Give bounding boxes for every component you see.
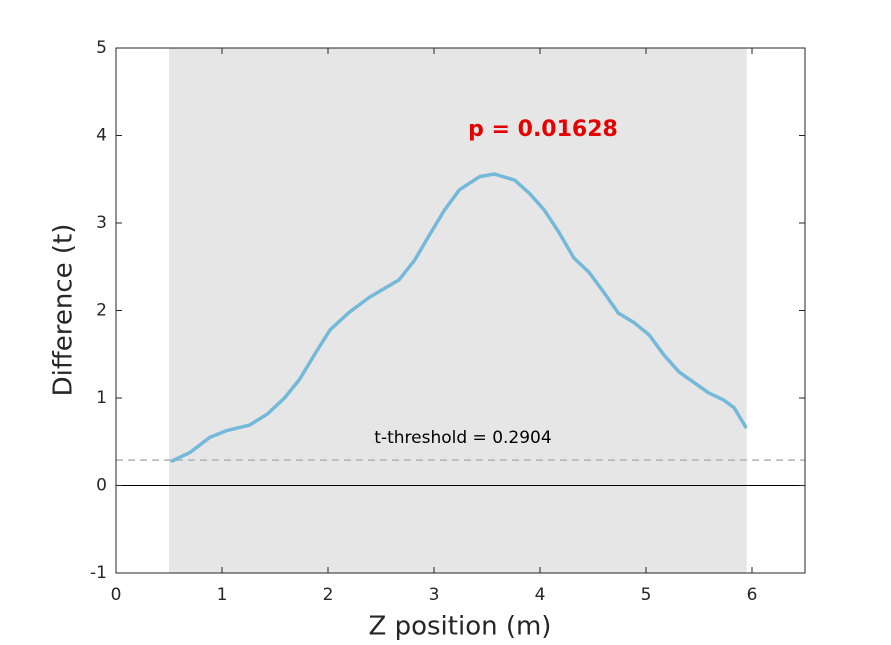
annotation: t-threshold = 0.2904 bbox=[374, 428, 551, 448]
y-tick-label: 5 bbox=[96, 38, 107, 58]
y-tick-label: 3 bbox=[96, 213, 107, 233]
x-tick-label: 1 bbox=[217, 585, 228, 605]
y-tick-label: 1 bbox=[96, 388, 107, 408]
x-tick-label: 5 bbox=[641, 585, 652, 605]
x-tick-label: 0 bbox=[111, 585, 122, 605]
y-tick-label: 0 bbox=[96, 476, 107, 496]
y-axis-label: Difference (t) bbox=[49, 224, 79, 397]
x-axis-label: Z position (m) bbox=[369, 612, 552, 642]
x-tick-label: 2 bbox=[323, 585, 334, 605]
x-tick-label: 4 bbox=[535, 585, 546, 605]
annotation: p = 0.01628 bbox=[468, 117, 618, 142]
x-tick-label: 3 bbox=[429, 585, 440, 605]
y-tick-label: -1 bbox=[90, 563, 107, 583]
x-tick-label: 6 bbox=[747, 585, 758, 605]
cluster-region bbox=[169, 48, 747, 573]
y-tick-label: 4 bbox=[96, 126, 107, 146]
y-tick-label: 2 bbox=[96, 301, 107, 321]
data-line bbox=[170, 172, 748, 463]
